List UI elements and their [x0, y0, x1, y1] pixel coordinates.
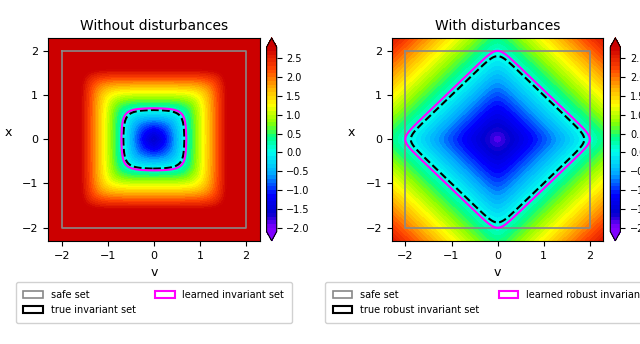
Legend: safe set, true robust invariant set, learned robust invariant set: safe set, true robust invariant set, lea… [325, 282, 640, 323]
PathPatch shape [267, 232, 276, 241]
Y-axis label: x: x [4, 126, 12, 139]
PathPatch shape [611, 38, 620, 47]
Title: With disturbances: With disturbances [435, 19, 560, 32]
PathPatch shape [611, 232, 620, 241]
X-axis label: v: v [150, 266, 157, 279]
X-axis label: v: v [494, 266, 501, 279]
PathPatch shape [267, 38, 276, 47]
Title: Without disturbances: Without disturbances [80, 19, 228, 32]
Y-axis label: x: x [348, 126, 355, 139]
Legend: safe set, true invariant set, learned invariant set: safe set, true invariant set, learned in… [16, 282, 292, 323]
